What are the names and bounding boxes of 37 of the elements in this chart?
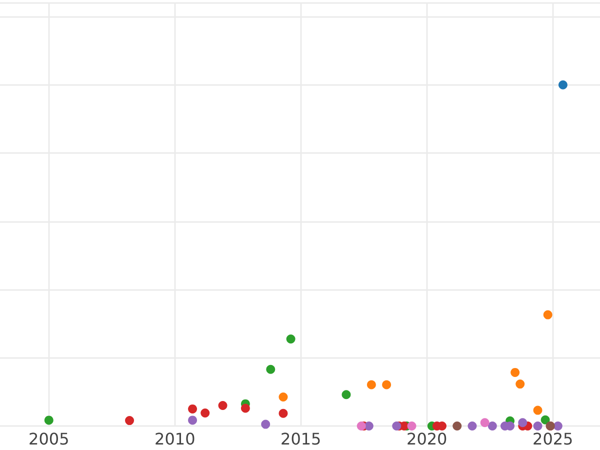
point (364, 422, 374, 430)
x-tick-label: 2015 (280, 430, 322, 448)
point (553, 422, 562, 430)
point (488, 422, 497, 430)
point (188, 416, 198, 425)
point (543, 310, 552, 320)
point (278, 408, 288, 418)
point (452, 422, 462, 430)
point (382, 380, 392, 390)
x-tick-label: 2025 (532, 430, 574, 448)
point (125, 416, 134, 426)
point (558, 80, 568, 90)
x-tick-label: 2005 (28, 430, 70, 448)
point (356, 422, 366, 430)
x-tick-label: 2010 (154, 430, 196, 448)
point (266, 364, 276, 374)
point (392, 422, 402, 430)
point (342, 390, 351, 400)
point (518, 418, 528, 428)
point (516, 380, 525, 389)
point (44, 416, 54, 425)
point (240, 404, 250, 413)
x-tick-label: 2020 (406, 430, 448, 448)
point (200, 408, 210, 418)
point (480, 418, 490, 428)
point (261, 420, 270, 429)
point (286, 334, 296, 344)
point (468, 422, 477, 430)
point (188, 404, 198, 414)
point (278, 392, 288, 402)
point (510, 368, 520, 377)
point (533, 406, 542, 415)
point (366, 380, 376, 390)
point (407, 422, 416, 430)
point (540, 415, 550, 424)
point (218, 401, 228, 410)
point (533, 422, 542, 430)
